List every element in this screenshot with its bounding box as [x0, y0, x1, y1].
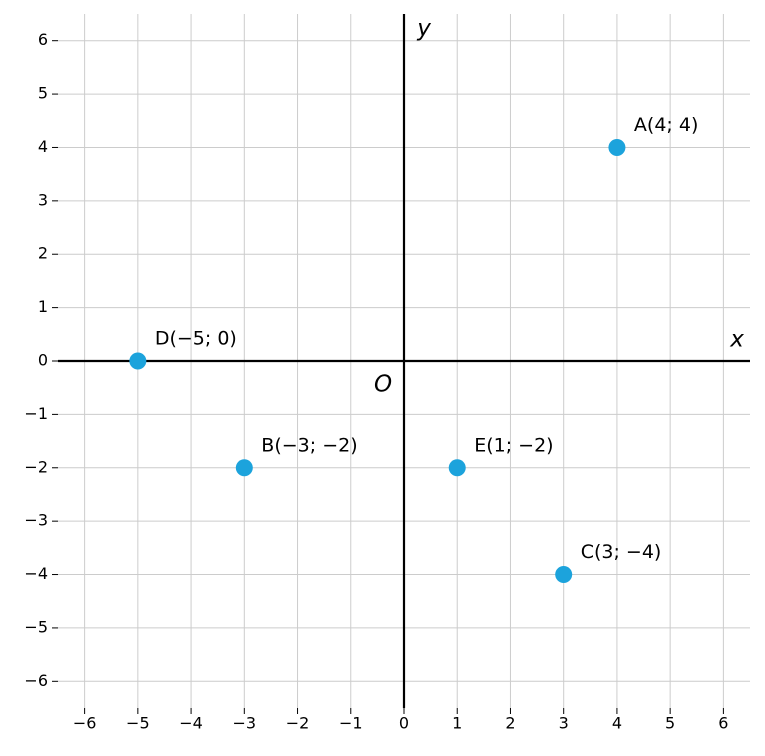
point-label: A(4; 4) — [634, 114, 698, 136]
x-tick-label: 0 — [399, 714, 409, 733]
point-label: B(−3; −2) — [261, 434, 357, 456]
x-tick-label: 6 — [718, 714, 728, 733]
y-tick-label: −2 — [24, 457, 48, 476]
point-label: E(1; −2) — [474, 434, 553, 456]
x-tick-label: 1 — [452, 714, 462, 733]
x-tick-label: −5 — [126, 714, 150, 733]
x-tick-label: −3 — [233, 714, 257, 733]
y-tick-label: 5 — [38, 84, 48, 103]
y-tick-label: −6 — [24, 671, 48, 690]
y-tick-label: 1 — [38, 297, 48, 316]
y-tick-label: 4 — [38, 137, 48, 156]
y-tick-label: −5 — [24, 617, 48, 636]
y-axis-label: y — [416, 16, 431, 42]
x-tick-label: 3 — [559, 714, 569, 733]
x-tick-label: −2 — [286, 714, 310, 733]
x-tick-label: −4 — [179, 714, 203, 733]
x-axis-label: x — [729, 327, 744, 353]
y-tick-label: −4 — [24, 564, 48, 583]
point — [235, 459, 253, 477]
x-tick-label: 5 — [665, 714, 675, 733]
point — [555, 566, 573, 584]
y-tick-label: 2 — [38, 244, 48, 263]
x-tick-label: 2 — [505, 714, 515, 733]
y-tick-label: 6 — [38, 30, 48, 49]
point — [129, 352, 147, 370]
y-tick-label: −3 — [24, 511, 48, 530]
y-tick-label: −1 — [24, 404, 48, 423]
x-tick-label: 4 — [612, 714, 622, 733]
point-label: C(3; −4) — [581, 541, 662, 563]
y-tick-label: 3 — [38, 190, 48, 209]
x-tick-label: −1 — [339, 714, 363, 733]
point — [608, 138, 626, 156]
point-label: D(−5; 0) — [155, 328, 237, 350]
y-tick-label: 0 — [38, 351, 48, 370]
x-tick-label: −6 — [73, 714, 97, 733]
point — [448, 459, 466, 477]
origin-label: O — [374, 372, 392, 398]
